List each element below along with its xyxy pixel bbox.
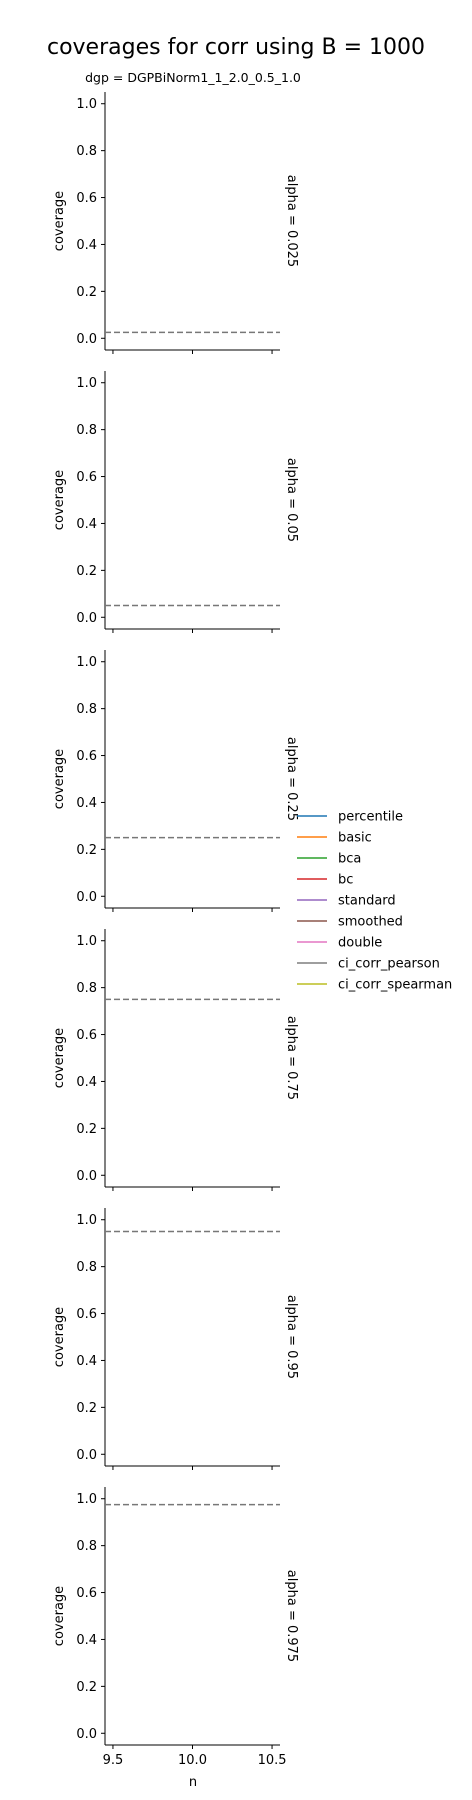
panel-label: alpha = 0.025	[284, 175, 299, 267]
y-tick-label: 0.6	[76, 749, 97, 764]
x-tick-label: 9.5	[103, 1753, 124, 1768]
y-tick-label: 0.8	[76, 144, 97, 159]
y-tick-label: 1.0	[76, 1492, 97, 1507]
x-tick-label: 10.5	[258, 1753, 287, 1768]
legend-label: basic	[338, 831, 372, 846]
facet-title: dgp = DGPBiNorm1_1_2.0_0.5_1.0	[85, 70, 301, 85]
y-tick-label: 0.8	[76, 1539, 97, 1554]
y-tick-label: 0.0	[76, 1169, 97, 1184]
panel: 0.0 0.2 0.4 0.6 0.8 1.0 coverage alpha = 0.75	[52, 929, 299, 1191]
legend-item: basic	[297, 831, 372, 846]
y-axis-label: coverage	[52, 191, 67, 251]
y-tick-label: 1.0	[76, 934, 97, 949]
y-tick-label: 0.8	[76, 1260, 97, 1275]
y-tick-label: 0.6	[76, 1028, 97, 1043]
y-tick-label: 0.4	[76, 238, 97, 253]
legend: percentile basic bca bc standard smoothed doub…	[297, 810, 452, 993]
panel: 0.0 0.2 0.4 0.6 0.8 1.0 9.5 10.0 10.5 coverage alp…	[52, 1487, 299, 1768]
legend-item: double	[297, 936, 382, 951]
legend-label: bca	[338, 852, 361, 867]
panel: 0.0 0.2 0.4 0.6 0.8 1.0 coverage alpha = 0.025	[52, 92, 299, 354]
legend-label: bc	[338, 873, 353, 888]
y-tick-label: 0.0	[76, 1727, 97, 1742]
y-tick-label: 1.0	[76, 376, 97, 391]
y-tick-label: 0.4	[76, 517, 97, 532]
y-tick-label: 1.0	[76, 1213, 97, 1228]
y-tick-label: 0.2	[76, 843, 97, 858]
legend-label: percentile	[338, 810, 403, 825]
y-tick-label: 0.2	[76, 1122, 97, 1137]
panel-label: alpha = 0.95	[284, 1295, 299, 1379]
legend-item: standard	[297, 894, 396, 909]
legend-item: percentile	[297, 810, 403, 825]
y-tick-label: 0.2	[76, 285, 97, 300]
y-tick-label: 0.0	[76, 332, 97, 347]
y-axis-label: coverage	[52, 1028, 67, 1088]
legend-label: smoothed	[338, 915, 403, 930]
panel: 0.0 0.2 0.4 0.6 0.8 1.0 coverage alpha = 0.05	[52, 371, 299, 633]
y-tick-label: 0.0	[76, 611, 97, 626]
legend-item: bca	[297, 852, 361, 867]
y-axis-label: coverage	[52, 1586, 67, 1646]
panel-label: alpha = 0.975	[284, 1570, 299, 1662]
y-tick-label: 0.4	[76, 1354, 97, 1369]
y-tick-label: 0.4	[76, 1633, 97, 1648]
y-tick-label: 0.2	[76, 1680, 97, 1695]
legend-item: ci_corr_spearman	[297, 978, 452, 993]
y-tick-label: 0.6	[76, 191, 97, 206]
y-tick-label: 0.4	[76, 796, 97, 811]
legend-item: bc	[297, 873, 353, 888]
y-tick-label: 0.0	[76, 1448, 97, 1463]
legend-item: ci_corr_pearson	[297, 957, 440, 972]
x-axis-label: n	[189, 1775, 197, 1790]
y-tick-label: 0.0	[76, 890, 97, 905]
y-tick-label: 0.6	[76, 1586, 97, 1601]
legend-label: standard	[338, 894, 396, 909]
y-axis-label: coverage	[52, 470, 67, 530]
legend-item: smoothed	[297, 915, 403, 930]
y-tick-label: 0.2	[76, 1401, 97, 1416]
y-axis-label: coverage	[52, 1307, 67, 1367]
legend-label: ci_corr_spearman	[338, 978, 452, 993]
panel-label: alpha = 0.25	[284, 737, 299, 821]
y-tick-label: 0.6	[76, 470, 97, 485]
y-axis-label: coverage	[52, 749, 67, 809]
panel-label: alpha = 0.75	[284, 1016, 299, 1100]
panel-label: alpha = 0.05	[284, 458, 299, 542]
y-tick-label: 0.8	[76, 981, 97, 996]
y-tick-label: 0.4	[76, 1075, 97, 1090]
legend-label: ci_corr_pearson	[338, 957, 440, 972]
y-tick-label: 0.2	[76, 564, 97, 579]
y-tick-label: 1.0	[76, 655, 97, 670]
panel: 0.0 0.2 0.4 0.6 0.8 1.0 coverage alpha = 0.25	[52, 650, 299, 912]
y-tick-label: 0.6	[76, 1307, 97, 1322]
figure-title: coverages for corr using B = 1000	[47, 35, 425, 60]
y-tick-label: 0.8	[76, 702, 97, 717]
legend-label: double	[338, 936, 382, 951]
y-tick-label: 1.0	[76, 97, 97, 112]
x-tick-label: 10.0	[178, 1753, 207, 1768]
panel: 0.0 0.2 0.4 0.6 0.8 1.0 coverage alpha = 0.95	[52, 1208, 299, 1470]
y-tick-label: 0.8	[76, 423, 97, 438]
